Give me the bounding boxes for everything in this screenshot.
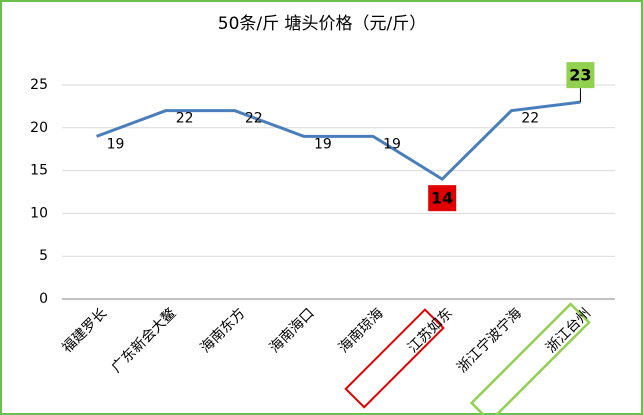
label-box <box>566 62 595 89</box>
y-tick-label: 15 <box>30 163 48 179</box>
data-label: 22 <box>245 111 263 127</box>
chart-title: 50条/斤 塘头价格（元/斤） <box>218 14 427 34</box>
data-line <box>96 100 581 182</box>
data-label: 19 <box>314 136 332 152</box>
data-label: 19 <box>107 136 125 152</box>
label-box <box>428 185 457 212</box>
y-tick-label: 25 <box>30 77 48 93</box>
y-tick-label: 0 <box>39 291 48 307</box>
data-label: 22 <box>176 111 194 127</box>
data-label: 22 <box>521 111 539 127</box>
data-label: 19 <box>383 136 401 152</box>
y-tick-label: 5 <box>39 248 48 264</box>
y-tick-label: 10 <box>30 205 48 221</box>
data-label: 14 <box>431 189 453 208</box>
highlight-box <box>344 308 445 409</box>
highlight-box <box>469 302 591 415</box>
data-label: 23 <box>569 66 591 85</box>
y-tick-label: 20 <box>30 120 48 136</box>
